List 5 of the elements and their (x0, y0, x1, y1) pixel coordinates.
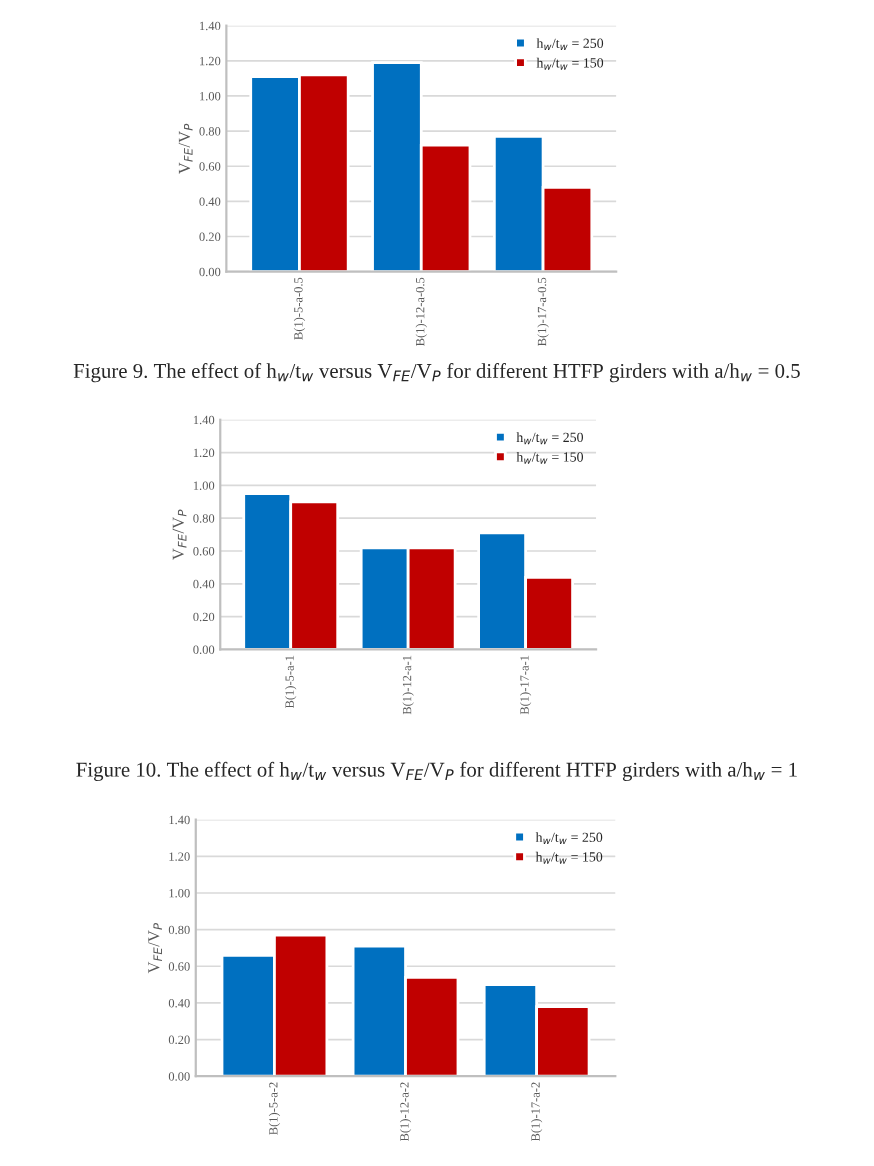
text: Figure 10. The effect of h$_{w}$/t$_{w}$ versus V$_{FE}$/V$_{P}$ for different HTFP girders with a/h$_{w}$ = 1 (76, 761, 797, 782)
y-axis-title: V$_{FE}$/V$_{P}$ (178, 123, 193, 175)
y-axis-title: V$_{FE}$/V$_{P}$ (148, 922, 162, 974)
text: Figure 9. The effect of h$_{w}$/t$_{w}$ versus V$_{FE}$/V$_{P}$ for different HTFP girders with a/h$_{w}$ = 0.5 (73, 363, 800, 383)
y-axis-title: V$_{FE}$/V$_{P}$ (172, 509, 187, 561)
